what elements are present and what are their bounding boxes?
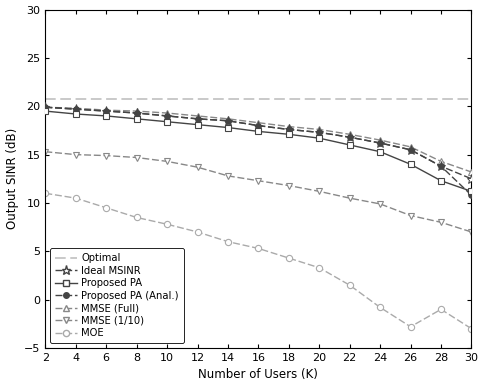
X-axis label: Number of Users (K): Number of Users (K): [198, 368, 318, 382]
Legend: Optimal, Ideal MSINR, Proposed PA, Proposed PA (Anal.), MMSE (Full), MMSE (1/10): Optimal, Ideal MSINR, Proposed PA, Propo…: [50, 248, 184, 343]
Y-axis label: Output SINR (dB): Output SINR (dB): [5, 128, 18, 229]
